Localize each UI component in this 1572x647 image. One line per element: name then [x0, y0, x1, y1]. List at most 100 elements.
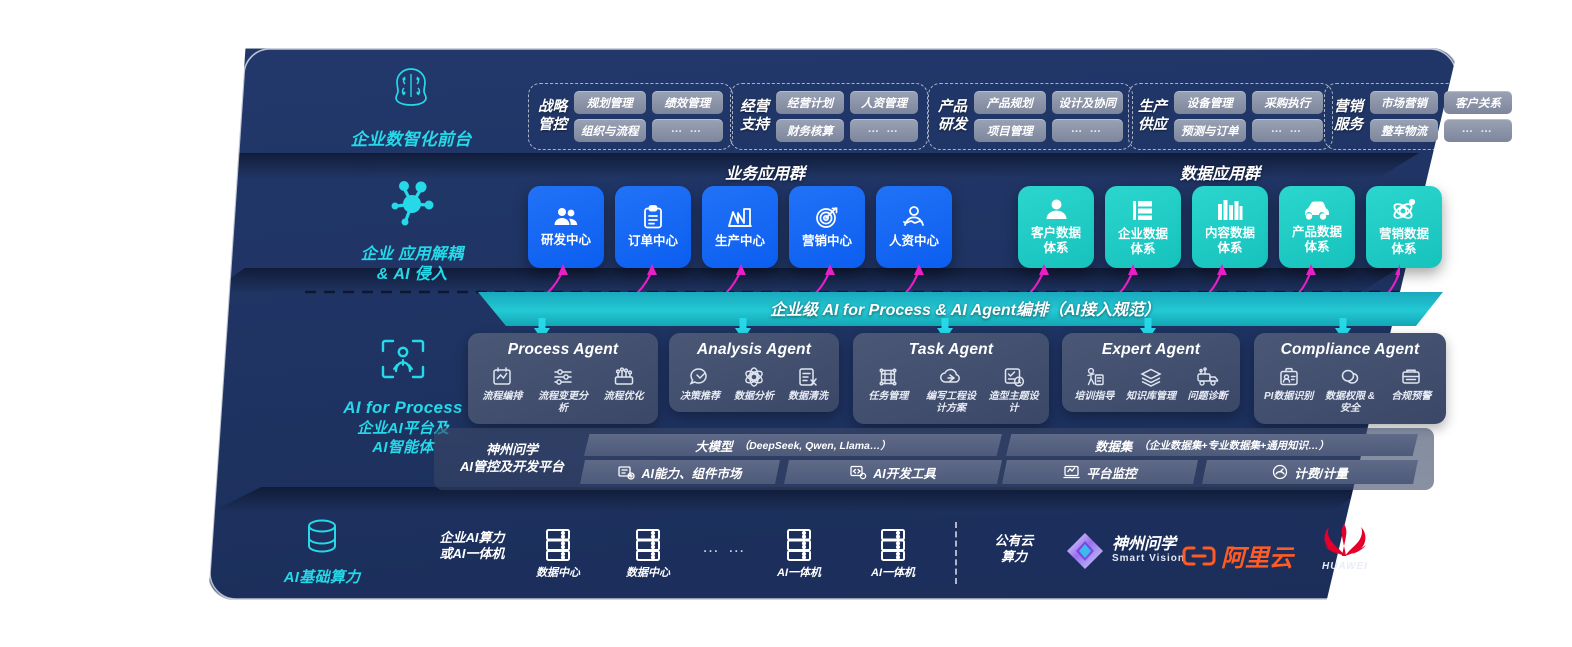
group-strategy[interactable]: 战略 管控 规划管理 绩效管理 组织与流程 … …: [528, 83, 733, 150]
agent-item[interactable]: 数据权限 & 安全: [1321, 366, 1378, 415]
card-label: 营销数据 体系: [1378, 226, 1429, 256]
user-circle-icon: [1046, 199, 1066, 220]
group-product-rd[interactable]: 产品 研发 产品规划 设计及协同 项目管理 … …: [928, 83, 1133, 150]
chip[interactable]: 产品规划: [974, 91, 1046, 114]
platform-bar-dataset[interactable]: 数据集 （企业数据集+专业数据集+通用知识…）: [1006, 434, 1418, 456]
group-operations-chips: 经营计划 人资管理 财务核算 … …: [776, 91, 918, 142]
agent-item-label: 知识库管理: [1126, 391, 1176, 402]
agent-item[interactable]: 流程编排: [474, 366, 531, 415]
agent-item[interactable]: 决策推荐: [675, 366, 725, 403]
group-production-supply[interactable]: 生产 供应 设备管理 采购执行 预测与订单 … …: [1128, 83, 1333, 150]
factory-icon: [728, 208, 752, 228]
card-label: 内容数据 体系: [1204, 225, 1255, 255]
agent-item[interactable]: 任务管理: [859, 366, 918, 415]
agent-item[interactable]: PI数据识别: [1260, 366, 1317, 415]
vendor-aliyun[interactable]: 阿里云: [1182, 538, 1293, 573]
platform-bar-devtools[interactable]: AI开发工具: [784, 460, 1002, 484]
chip[interactable]: 采购执行: [1251, 91, 1323, 114]
infra-item-ai-appliance-2[interactable]: AI一体机: [862, 528, 924, 581]
vendor-name: HUAWEI: [1322, 561, 1368, 572]
ai-for-process-sublabel: 企业AI平台及 AI智能体: [356, 420, 450, 456]
agent-item[interactable]: 编写工程设计方案: [922, 366, 981, 415]
agent-task[interactable]: Task Agent 任务管理 编写工程设计方案: [853, 333, 1049, 424]
chip[interactable]: … …: [850, 119, 918, 142]
card-content-data[interactable]: 内容数据 体系: [1192, 186, 1268, 268]
layer-label-ai-compute: AI基础算力: [262, 518, 382, 588]
platform-bar-llm[interactable]: 大模型 （DeepSeek, Qwen, Llama…）: [584, 434, 1002, 456]
card-enterprise-data[interactable]: 企业数据 体系: [1105, 186, 1181, 268]
ai-boundary-dashed-line: [305, 290, 1399, 294]
data-app-cards: 客户数据 体系 企业数据 体系 内容数据 体系 产品数据: [1018, 186, 1442, 268]
chip[interactable]: 客户关系: [1444, 91, 1512, 114]
infra-divider: [955, 522, 957, 584]
agent-item[interactable]: 问题诊断: [1181, 366, 1234, 403]
aliyun-logo: [1182, 546, 1216, 565]
chip[interactable]: 整车物流: [1370, 119, 1438, 142]
card-product-data[interactable]: 产品数据 体系: [1279, 186, 1355, 268]
agent-item[interactable]: 造型主题设计: [984, 366, 1043, 415]
card-label: 订单中心: [627, 234, 678, 249]
chip[interactable]: … …: [1051, 119, 1123, 142]
group-operations[interactable]: 经营 支持 经营计划 人资管理 财务核算 … …: [730, 83, 928, 150]
agent-item[interactable]: 数据分析: [729, 366, 779, 403]
devtool-icon: [850, 465, 867, 479]
agent-title: Analysis Agent: [696, 341, 812, 358]
infra-item-datacenter-1[interactable]: 数据中心: [527, 528, 589, 581]
vendor-huawei[interactable]: HUAWEI: [1310, 524, 1380, 572]
card-label: 企业数据 体系: [1117, 226, 1168, 256]
card-customer-data[interactable]: 客户数据 体系: [1018, 186, 1094, 268]
market-icon: [618, 465, 636, 480]
chip[interactable]: … …: [651, 119, 723, 142]
chip[interactable]: 预测与订单: [1174, 119, 1246, 142]
chip[interactable]: 人资管理: [850, 91, 918, 114]
chip[interactable]: 设计及协同: [1051, 91, 1123, 114]
agent-item[interactable]: 知识库管理: [1125, 366, 1178, 403]
agent-item[interactable]: 合规预警: [1383, 366, 1440, 415]
card-marketing-data[interactable]: 营销数据 体系: [1366, 186, 1442, 268]
card-marketing-center[interactable]: 营销中心: [789, 186, 865, 268]
sliders-icon: [554, 369, 572, 385]
ai-orchestration-banner-text: 企业级 AI for Process & AI Agent编排（AI接入规范）: [770, 302, 1160, 319]
molecule-icon: [391, 181, 434, 226]
chip[interactable]: 绩效管理: [651, 91, 723, 114]
clipboard-icon: [644, 205, 662, 229]
agent-item[interactable]: 流程变更分析: [535, 366, 592, 415]
chip[interactable]: 财务核算: [776, 119, 844, 142]
agent-item[interactable]: 培训指导: [1068, 366, 1121, 403]
agent-item[interactable]: 流程优化: [595, 366, 652, 415]
agent-title: Task Agent: [908, 341, 994, 358]
chip[interactable]: 设备管理: [1174, 91, 1246, 114]
vendor-smartvision[interactable]: 神州问学 Smart Vision: [1064, 530, 1185, 572]
agent-analysis[interactable]: Analysis Agent 决策推荐 数据分析: [669, 333, 839, 412]
data-clean-icon: [799, 368, 817, 386]
agent-expert[interactable]: Expert Agent 培训指导 知识库管理: [1062, 333, 1240, 412]
agent-process[interactable]: Process Agent 流程编排 流程变更分析: [468, 333, 658, 424]
group-marketing-service[interactable]: 营销 服务 市场营销 客户关系 整车物流 … …: [1324, 83, 1522, 150]
agent-item-label: 流程优化: [603, 391, 644, 402]
agent-item[interactable]: 数据清洗: [783, 366, 833, 403]
chip[interactable]: 经营计划: [776, 91, 844, 114]
chip[interactable]: … …: [1251, 119, 1323, 142]
card-rd-center[interactable]: 研发中心: [528, 186, 604, 268]
card-production-center[interactable]: 生产中心: [702, 186, 778, 268]
chip[interactable]: 组织与流程: [574, 119, 646, 142]
chip[interactable]: … …: [1444, 119, 1512, 142]
platform-bar-billing[interactable]: 计费/计量: [1202, 460, 1418, 484]
card-hr-center[interactable]: 人资中心: [876, 186, 952, 268]
agent-title: Process Agent: [507, 341, 619, 358]
infra-ellipsis: … …: [702, 537, 747, 556]
agent-item-label: 流程编排: [482, 391, 523, 402]
agent-items: 培训指导 知识库管理 问题诊断: [1068, 366, 1234, 403]
chip[interactable]: 市场营销: [1370, 91, 1438, 114]
infra-item-ai-appliance-1[interactable]: AI一体机: [768, 528, 830, 581]
platform-bar-ai-market[interactable]: AI能力、组件市场: [580, 460, 780, 484]
platform-bar-monitor[interactable]: 平台监控: [1002, 460, 1198, 484]
infra-label: 数据中心: [626, 567, 670, 579]
agent-compliance[interactable]: Compliance Agent PI数据识别 数据权限 & 安全: [1254, 333, 1446, 424]
infra-item-datacenter-2[interactable]: 数据中心: [617, 528, 679, 581]
chip[interactable]: 项目管理: [974, 119, 1046, 142]
agent-item-label: 决策推荐: [680, 391, 720, 402]
chip[interactable]: 规划管理: [574, 91, 646, 114]
card-order-center[interactable]: 订单中心: [615, 186, 691, 268]
